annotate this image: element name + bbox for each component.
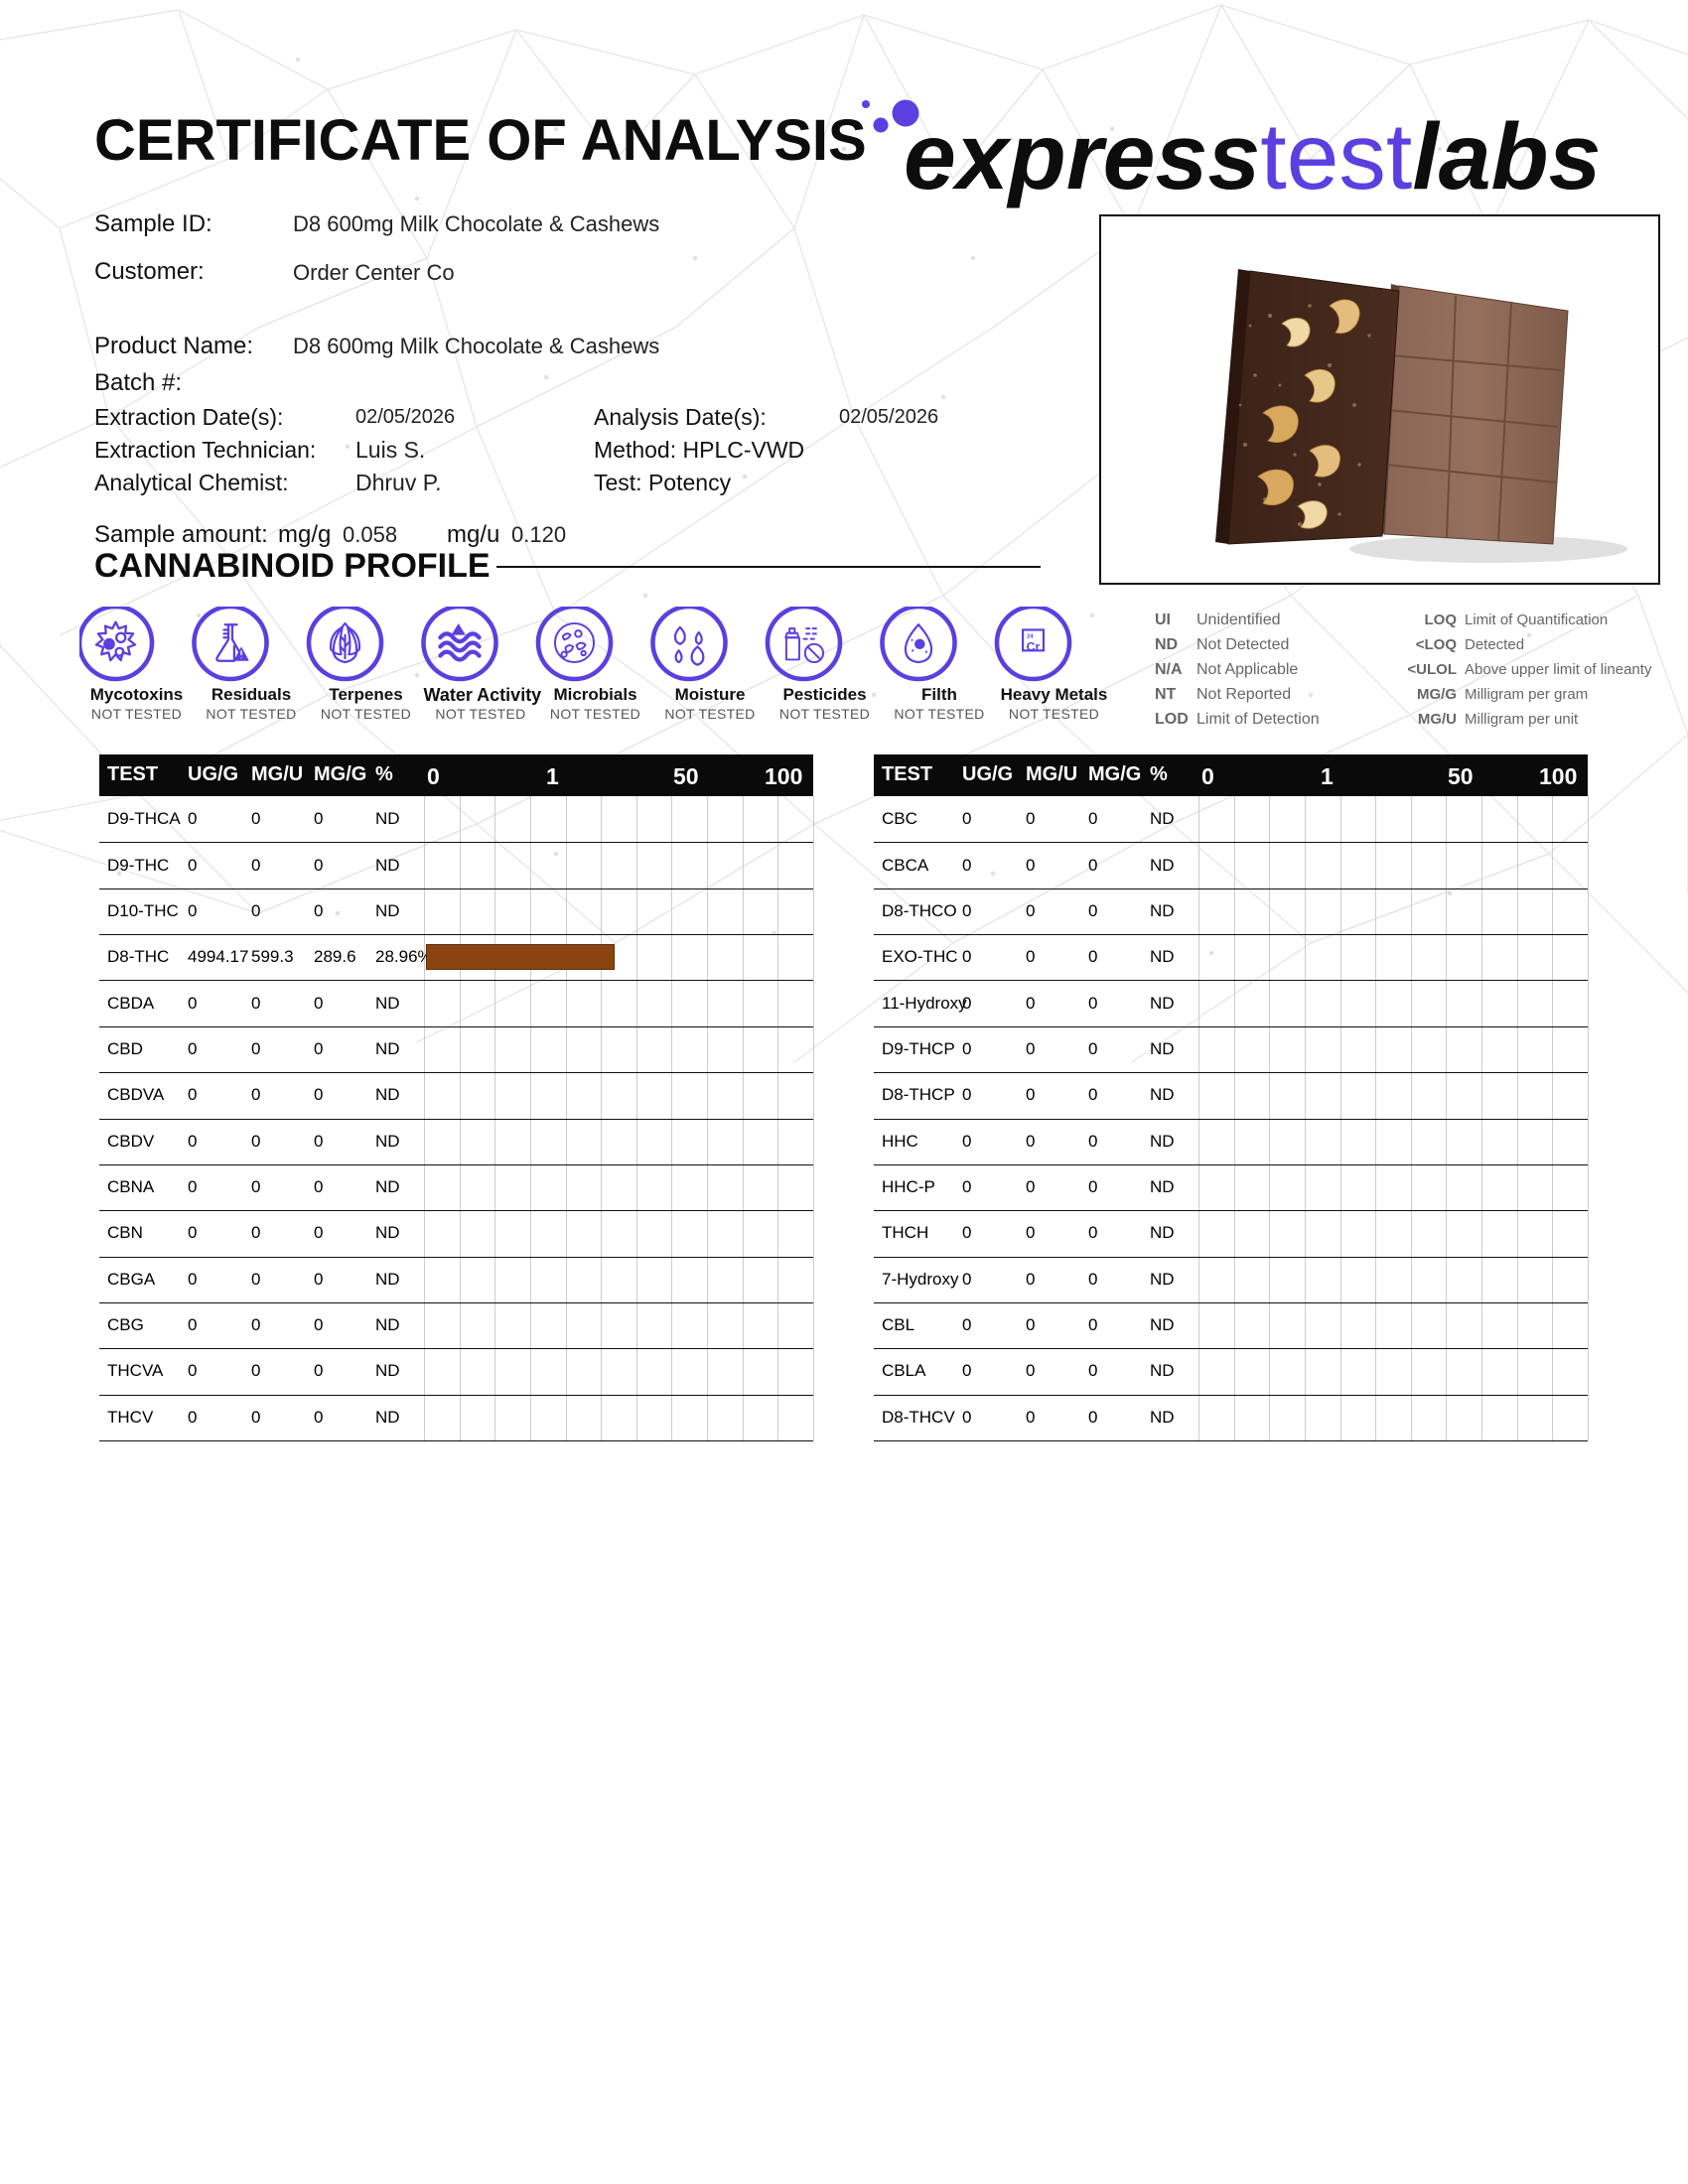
svg-text:24: 24 [1027,633,1034,639]
svg-text:Cr: Cr [1027,639,1041,653]
